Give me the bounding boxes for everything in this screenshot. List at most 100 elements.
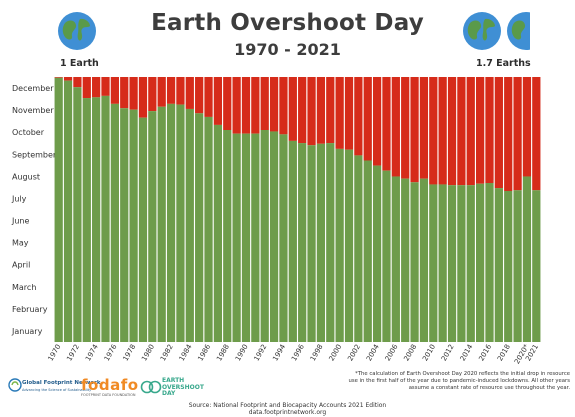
fodafo-logo: fodafo — [81, 376, 139, 394]
earth-globe-icon — [58, 12, 96, 50]
budget-bar-segment — [372, 165, 382, 342]
x-tick-label: 1988 — [215, 343, 231, 362]
y-tick-label: April — [12, 261, 30, 270]
y-tick-label: February — [12, 305, 48, 314]
x-tick-label: 1986 — [196, 343, 212, 363]
one-point-seven-earths-label: 1.7 Earths — [476, 58, 531, 69]
budget-bar-segment — [92, 97, 101, 342]
overshoot-bar-segment — [223, 77, 232, 130]
x-tick-label: 2010 — [421, 343, 437, 362]
budget-bar-segment — [391, 176, 400, 342]
budget-bar-segment — [382, 170, 391, 342]
gfn-name: Global Footprint Network — [22, 380, 101, 386]
x-tick-label: 2008 — [402, 343, 418, 362]
overshoot-bar-segment — [447, 77, 457, 186]
overshoot-bar-segment — [344, 77, 354, 150]
budget-bar-segment — [363, 160, 372, 342]
overshoot-bar-segment — [335, 77, 344, 149]
budget-bar-segment — [101, 95, 110, 342]
budget-bar-segment — [457, 185, 466, 342]
budget-bar-segment — [251, 133, 260, 342]
budget-bar-segment — [316, 143, 326, 342]
overshoot-bar-segment — [148, 77, 157, 112]
y-tick-label: December — [12, 84, 54, 93]
x-tick-label: 1974 — [84, 343, 100, 363]
budget-bar-segment — [504, 190, 513, 342]
y-tick-label: March — [12, 283, 36, 292]
budget-bar-segment — [354, 155, 363, 342]
earth-globe-icon — [463, 12, 501, 50]
budget-bar-segment — [148, 111, 157, 343]
overshoot-bar-segment — [129, 77, 138, 110]
overshoot-bar-segment — [401, 77, 410, 179]
budget-bar-segment — [204, 116, 213, 343]
overshoot-bar-segment — [251, 77, 260, 134]
budget-bar-segment — [260, 130, 269, 342]
overshoot-bar-segment — [513, 77, 522, 191]
budget-bar-segment — [279, 134, 288, 342]
budget-bar-segment — [213, 124, 223, 342]
budget-bar-segment — [419, 178, 429, 342]
overshoot-bar-segment — [241, 77, 251, 134]
overshoot-bar-segment — [138, 77, 148, 118]
overshoot-bar-segment — [438, 77, 447, 185]
partial-earth-globe-icon — [507, 12, 530, 50]
budget-bar-segment — [307, 145, 316, 342]
overshoot-bar-segment — [232, 77, 241, 134]
overshoot-bar-segment — [382, 77, 391, 171]
overshoot-bar-segment — [429, 77, 438, 185]
budget-bar-segment — [176, 104, 185, 342]
y-tick-label: November — [12, 106, 54, 115]
overshoot-bar-segment — [494, 77, 503, 189]
source-credit: Source: National Footprint and Biocapaci… — [0, 402, 575, 416]
budget-bar-segment — [466, 185, 475, 342]
x-tick-label: 1982 — [159, 343, 175, 362]
x-tick-label: 2012 — [440, 343, 456, 362]
overshoot-bar-segment — [204, 77, 213, 117]
budget-bar-segment — [82, 98, 91, 342]
source-line: Source: National Footprint and Biocapaci… — [188, 402, 387, 409]
x-tick-label: 1984 — [178, 343, 194, 363]
one-earth-label: 1 Earth — [60, 58, 99, 69]
budget-bar-segment — [476, 183, 485, 342]
footnote: *The calculation of Earth Overshoot Day … — [348, 371, 570, 391]
earth-overshoot-day-logo-icon — [140, 380, 162, 394]
overshoot-bar-segment — [354, 77, 363, 156]
fodafo-subtitle: FOOTPRINT DATA FOUNDATION — [81, 393, 136, 397]
overshoot-bar-segment — [298, 77, 307, 144]
y-tick-label: October — [12, 128, 45, 137]
budget-bar-segment — [513, 190, 522, 342]
overshoot-bar-segment — [363, 77, 372, 161]
overshoot-bar-segment — [532, 77, 541, 191]
budget-bar-segment — [110, 103, 119, 342]
budget-bar-segment — [335, 148, 344, 342]
overshoot-bar-segment — [466, 77, 475, 186]
x-tick-label: 2004 — [365, 343, 381, 363]
overshoot-bar-segment — [476, 77, 485, 184]
budget-bar-segment — [485, 183, 494, 342]
overshoot-bar-segment — [54, 77, 63, 78]
budget-bar-segment — [438, 184, 447, 342]
overshoot-bar-segment — [372, 77, 382, 166]
overshoot-bar-segment — [522, 77, 532, 177]
x-tick-label: 1994 — [271, 343, 287, 363]
overshoot-bar-segment — [110, 77, 119, 104]
budget-bar-segment — [288, 140, 297, 342]
x-tick-label: 2000 — [328, 343, 344, 362]
y-tick-label: January — [11, 327, 43, 336]
budget-bar-segment — [447, 185, 457, 342]
y-tick-label: June — [11, 217, 30, 226]
overshoot-bar-segment — [185, 77, 194, 109]
overshoot-bar-segment — [176, 77, 185, 105]
overshoot-bar-segment — [73, 77, 82, 88]
y-tick-label: August — [12, 172, 40, 181]
budget-bar-segment — [195, 113, 204, 342]
gfn-tagline: Advancing the Science of Sustainability — [22, 388, 92, 392]
overshoot-bar-segment — [457, 77, 466, 186]
overshoot-bar-segment — [316, 77, 326, 144]
budget-bar-segment — [401, 178, 410, 342]
budget-bar-segment — [429, 184, 438, 342]
x-tick-label: 1996 — [290, 343, 306, 363]
x-tick-label: 2002 — [346, 343, 362, 362]
budget-bar-segment — [54, 77, 63, 342]
